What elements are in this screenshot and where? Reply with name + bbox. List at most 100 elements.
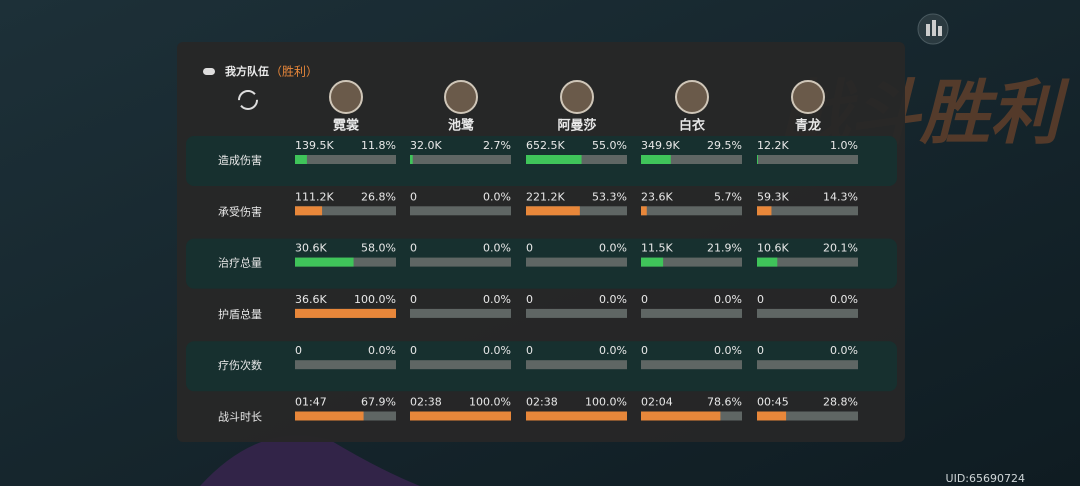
row-label: 战斗时长 <box>218 411 262 424</box>
hero-name: 白衣 <box>679 118 705 134</box>
cell-percent: 21.9% <box>707 242 742 255</box>
cell-value: 652.5K <box>526 139 565 152</box>
cell-percent: 100.0% <box>585 396 627 409</box>
cell-percent: 5.7% <box>714 190 742 203</box>
cell-percent: 0.0% <box>599 344 627 357</box>
cell-percent: 0.0% <box>368 344 396 357</box>
bar-fill <box>295 411 364 421</box>
cell-percent: 100.0% <box>354 293 396 306</box>
cell-value: 02:38 <box>410 396 442 409</box>
bar-fill <box>410 411 511 421</box>
hero-avatar[interactable] <box>791 80 825 114</box>
cell-value: 36.6K <box>295 293 327 306</box>
cell-value: 02:04 <box>641 396 673 409</box>
cell-value: 0 <box>526 242 533 255</box>
cell-value: 0 <box>410 242 417 255</box>
bar-fill <box>295 308 396 318</box>
cell-percent: 0.0% <box>483 242 511 255</box>
hero-name: 霓裳 <box>333 118 360 134</box>
cell-percent: 29.5% <box>707 139 742 152</box>
cell-value: 0 <box>641 344 648 357</box>
row-label: 承受伤害 <box>218 204 262 218</box>
stats-icon <box>932 20 936 36</box>
bar-track <box>410 308 511 318</box>
cell-percent: 1.0% <box>830 139 858 152</box>
cell-value: 0 <box>295 344 302 357</box>
swap-icon <box>238 90 258 110</box>
cell-percent: 0.0% <box>714 293 742 306</box>
cell-value: 349.9K <box>641 139 680 152</box>
cell-percent: 0.0% <box>483 344 511 357</box>
bar-track <box>641 257 742 267</box>
cell-percent: 67.9% <box>361 396 396 409</box>
cell-value: 221.2K <box>526 190 565 203</box>
bar-track <box>410 206 511 216</box>
cell-value: 0 <box>526 344 533 357</box>
cell-value: 0 <box>410 293 417 306</box>
hero-name: 阿曼莎 <box>557 118 596 134</box>
cell-percent: 0.0% <box>599 293 627 306</box>
cell-value: 30.6K <box>295 242 327 255</box>
bar-track <box>757 155 858 164</box>
bar-track <box>757 360 858 370</box>
cell-percent: 100.0% <box>469 396 511 409</box>
cell-percent: 0.0% <box>483 190 511 203</box>
cell-value: 11.5K <box>641 242 673 255</box>
bar-track <box>295 155 396 164</box>
cell-value: 0 <box>410 190 417 203</box>
cell-value: 12.2K <box>757 139 789 152</box>
cell-percent: 28.8% <box>823 396 858 409</box>
hero-avatar[interactable] <box>560 80 594 114</box>
cell-percent: 14.3% <box>823 190 858 203</box>
row-label: 治疗总量 <box>218 256 262 270</box>
bar-track <box>641 308 742 318</box>
cell-value: 00:45 <box>757 396 789 409</box>
panel-status: （胜利） <box>270 64 318 79</box>
uid: UID:65690724 <box>946 472 1025 485</box>
bar-fill <box>295 257 354 267</box>
cell-value: 01:47 <box>295 396 327 409</box>
cell-value: 10.6K <box>757 242 789 255</box>
hero-avatar[interactable] <box>329 80 363 114</box>
bar-fill <box>526 411 627 421</box>
bar-track <box>757 257 858 267</box>
bar-fill <box>757 155 759 164</box>
bar-fill <box>641 257 664 267</box>
bar-fill <box>641 411 721 421</box>
cell-value: 02:38 <box>526 396 558 409</box>
row-label: 护盾总量 <box>218 307 262 321</box>
row-label: 造成伤害 <box>218 153 262 167</box>
bar-fill <box>641 155 671 164</box>
stats-icon <box>926 24 930 36</box>
cell-value: 139.5K <box>295 139 334 152</box>
cell-value: 111.2K <box>295 190 334 203</box>
panel-title: 我方队伍 <box>225 64 269 78</box>
cell-percent: 11.8% <box>361 139 396 152</box>
bar-fill <box>526 155 582 164</box>
cell-value: 0 <box>410 344 417 357</box>
bar-fill <box>295 155 307 164</box>
hero-avatar[interactable] <box>675 80 709 114</box>
bar-track <box>757 206 858 216</box>
bar-track <box>641 155 742 164</box>
cell-value: 0 <box>641 293 648 306</box>
bar-fill <box>757 257 778 267</box>
bar-track <box>526 308 627 318</box>
cell-value: 0 <box>526 293 533 306</box>
cell-percent: 0.0% <box>483 293 511 306</box>
cell-percent: 2.7% <box>483 139 511 152</box>
bar-track <box>410 155 511 164</box>
hero-avatar[interactable] <box>444 80 478 114</box>
cell-percent: 55.0% <box>592 139 627 152</box>
bar-track <box>410 257 511 267</box>
cell-value: 59.3K <box>757 190 789 203</box>
cell-percent: 78.6% <box>707 396 742 409</box>
bar-track <box>526 360 627 370</box>
cell-value: 23.6K <box>641 190 673 203</box>
bar-track <box>641 206 742 216</box>
cell-percent: 0.0% <box>830 293 858 306</box>
swap-button[interactable] <box>238 90 258 110</box>
bar-track <box>410 360 511 370</box>
bar-fill <box>757 411 787 421</box>
